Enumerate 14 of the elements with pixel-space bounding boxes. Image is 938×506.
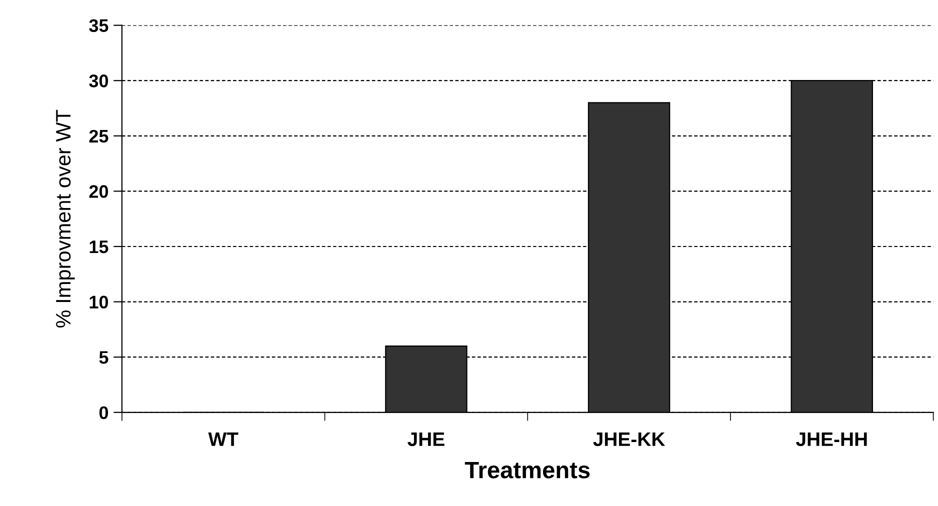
x-tick-label: JHE-KK bbox=[593, 432, 666, 446]
y-tick-label: 35 bbox=[89, 19, 108, 32]
x-tick-label: JHE-HH bbox=[796, 432, 867, 446]
y-axis-title: % Improvment over WT bbox=[56, 110, 75, 328]
y-tick-label: 10 bbox=[90, 296, 108, 309]
x-tick-label: JHE bbox=[408, 432, 444, 446]
y-tick-label: 25 bbox=[89, 130, 108, 143]
y-tick-label: 5 bbox=[99, 351, 108, 364]
y-tick-label: 15 bbox=[90, 240, 108, 254]
y-tick-label: 20 bbox=[89, 185, 108, 198]
y-tick-label: 30 bbox=[89, 74, 108, 88]
x-tick-label: WT bbox=[208, 432, 238, 446]
x-axis-title: Treatments bbox=[464, 462, 590, 478]
y-tick-label: 0 bbox=[99, 406, 108, 420]
